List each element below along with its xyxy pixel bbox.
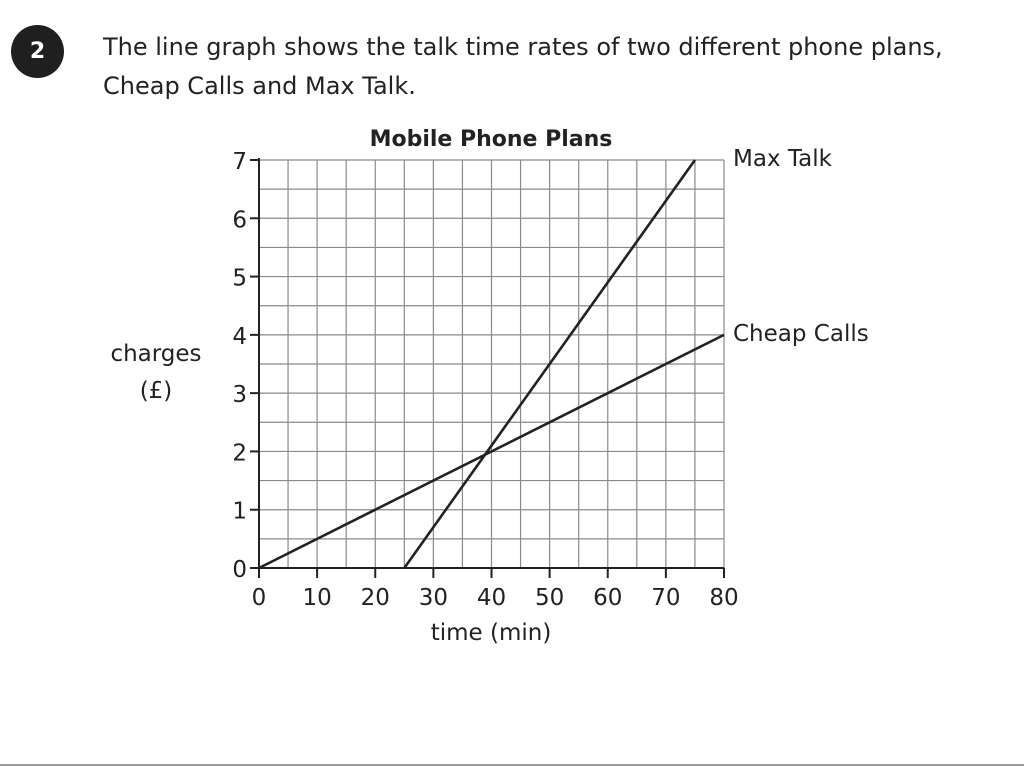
y-axis-label-line-2: (£) [140, 378, 173, 404]
x-tick-label: 70 [651, 585, 680, 611]
chart-grid [258, 159, 725, 569]
x-tick-label: 10 [302, 585, 331, 611]
y-tick-label: 2 [232, 440, 247, 466]
page-bottom-border [0, 764, 1024, 766]
chart-series [258, 159, 725, 570]
x-tick-label: 60 [593, 585, 622, 611]
x-tick-label: 30 [419, 585, 448, 611]
y-tick-label: 7 [232, 149, 247, 175]
series-line [403, 159, 696, 569]
y-axis-label-line-1: charges [110, 341, 201, 367]
series-line [258, 333, 725, 570]
x-axis-label: time (min) [431, 620, 552, 646]
y-tick-label: 4 [232, 324, 247, 350]
question-text: The line graph shows the talk time rates… [103, 28, 1013, 106]
chart-series-labels: Max Talk Cheap Calls [733, 146, 869, 347]
question-line-1: The line graph shows the talk time rates… [103, 33, 943, 61]
x-tick-label: 50 [535, 585, 564, 611]
y-tick-label: 6 [232, 207, 247, 233]
x-tick-label: 20 [361, 585, 390, 611]
series-label: Cheap Calls [733, 321, 869, 347]
x-tick-label: 40 [477, 585, 506, 611]
chart-title: Mobile Phone Plans [370, 127, 613, 152]
series-label: Max Talk [733, 146, 833, 172]
y-tick-label: 0 [232, 557, 247, 583]
y-tick-label: 3 [232, 382, 247, 408]
y-tick-label: 5 [232, 266, 247, 292]
question-number-badge: 2 [11, 25, 64, 78]
question-line-2: Cheap Calls and Max Talk. [103, 72, 416, 100]
x-tick-label: 0 [252, 585, 267, 611]
chart-axes [250, 158, 725, 578]
y-tick-label: 1 [232, 499, 247, 525]
x-tick-label: 80 [709, 585, 738, 611]
